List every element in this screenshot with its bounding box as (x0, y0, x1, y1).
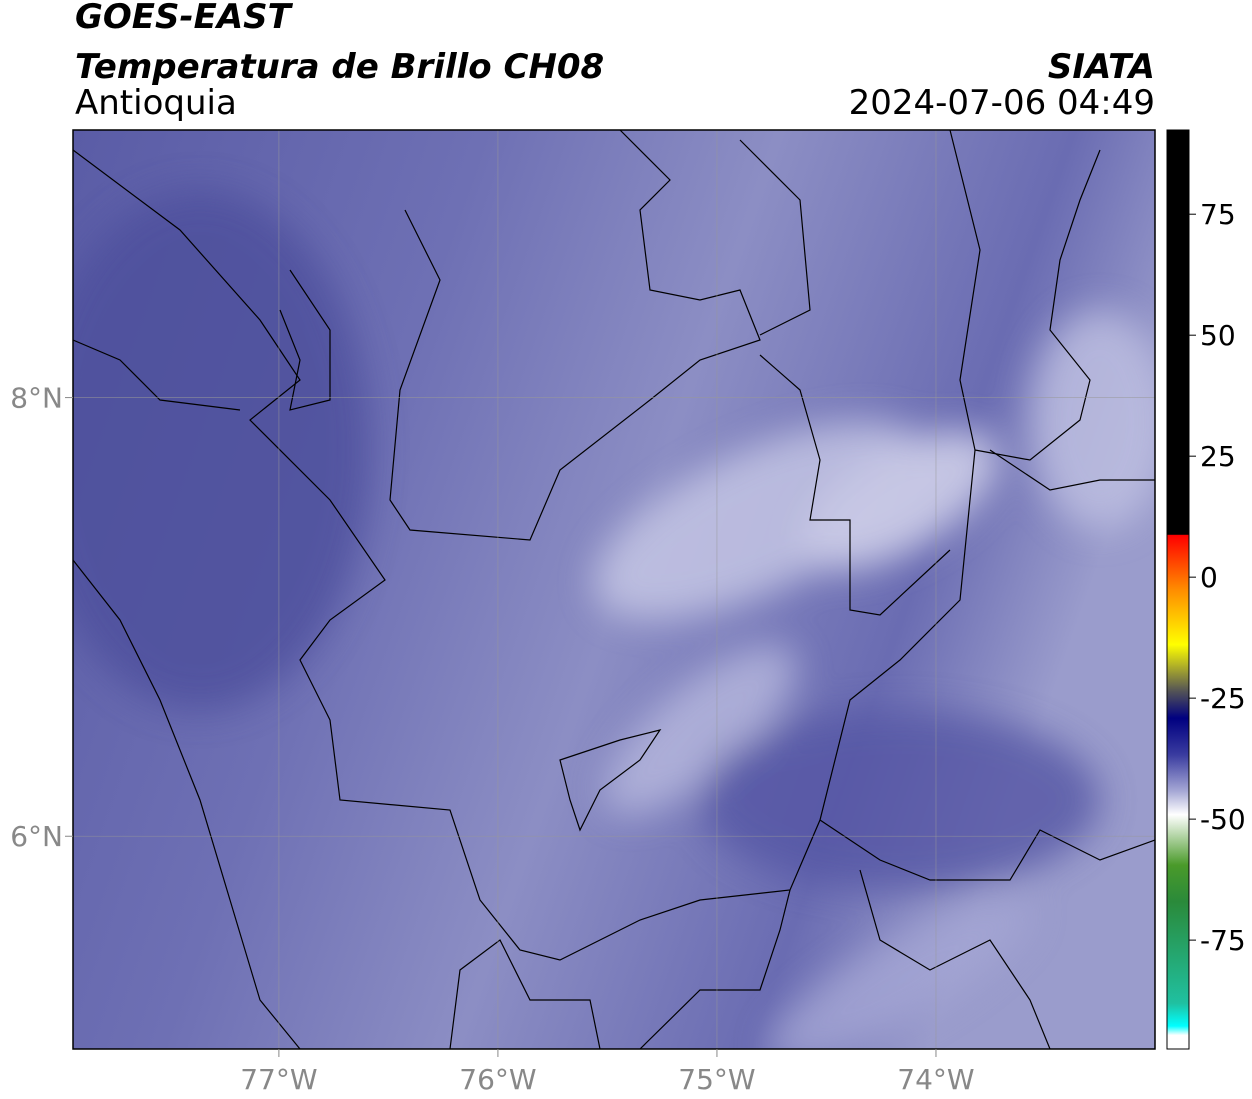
tick-group: 77°W 76°W 75°W 74°W 8°N 6°N 75 50 25 0 -25 -50 -75 (10, 198, 1246, 1096)
subtitle: Temperatura de Brillo CH08 (75, 47, 604, 87)
graticule (73, 130, 1155, 1049)
y-tick-label: 6°N (10, 820, 63, 853)
colorbar-tick-label: -50 (1200, 803, 1246, 836)
brightness-field (73, 190, 1155, 1049)
colorbar-tick-label: 0 (1200, 561, 1218, 594)
map-area (73, 130, 1155, 1049)
source: SIATA (1048, 47, 1155, 87)
map-frame (72, 129, 1156, 1050)
x-tick-label: 77°W (240, 1063, 317, 1096)
colorbar-tick-label: 50 (1200, 319, 1236, 352)
title: GOES-EAST (75, 0, 294, 37)
x-tick-label: 76°W (459, 1063, 536, 1096)
x-tick-label: 74°W (897, 1063, 974, 1096)
colorbar-tick-label: 75 (1200, 198, 1236, 231)
x-tick-label: 75°W (678, 1063, 755, 1096)
colorbar-tick-label: -25 (1200, 682, 1246, 715)
colorbar-tick-label: 25 (1200, 440, 1236, 473)
colorbar (1166, 129, 1190, 1050)
colorbar-tick-label: -75 (1200, 924, 1246, 957)
region: Antioquia (75, 83, 237, 123)
datetime: 2024-07-06 04:49 (849, 83, 1155, 123)
boundaries (73, 130, 1155, 1049)
y-tick-label: 8°N (10, 382, 63, 415)
